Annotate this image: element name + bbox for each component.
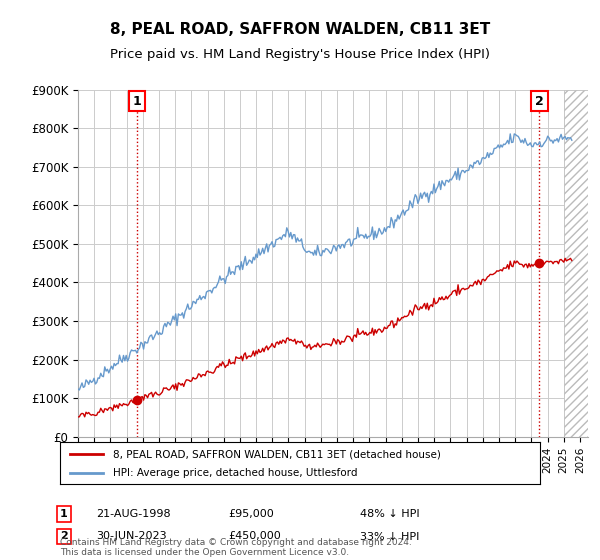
- Text: 1: 1: [133, 95, 142, 108]
- Text: £450,000: £450,000: [228, 531, 281, 542]
- Text: 30-JUN-2023: 30-JUN-2023: [96, 531, 167, 542]
- Text: 2: 2: [60, 531, 68, 542]
- Text: Price paid vs. HM Land Registry's House Price Index (HPI): Price paid vs. HM Land Registry's House …: [110, 48, 490, 60]
- Text: 48% ↓ HPI: 48% ↓ HPI: [360, 509, 419, 519]
- Text: HPI: Average price, detached house, Uttlesford: HPI: Average price, detached house, Uttl…: [113, 468, 358, 478]
- Text: Contains HM Land Registry data © Crown copyright and database right 2024.
This d: Contains HM Land Registry data © Crown c…: [60, 538, 412, 557]
- Text: 1: 1: [60, 509, 68, 519]
- Text: 2: 2: [535, 95, 544, 108]
- Text: 8, PEAL ROAD, SAFFRON WALDEN, CB11 3ET (detached house): 8, PEAL ROAD, SAFFRON WALDEN, CB11 3ET (…: [113, 449, 440, 459]
- Text: 33% ↓ HPI: 33% ↓ HPI: [360, 531, 419, 542]
- Polygon shape: [564, 90, 588, 437]
- Text: £95,000: £95,000: [228, 509, 274, 519]
- Text: 8, PEAL ROAD, SAFFRON WALDEN, CB11 3ET: 8, PEAL ROAD, SAFFRON WALDEN, CB11 3ET: [110, 22, 490, 38]
- Text: 21-AUG-1998: 21-AUG-1998: [96, 509, 170, 519]
